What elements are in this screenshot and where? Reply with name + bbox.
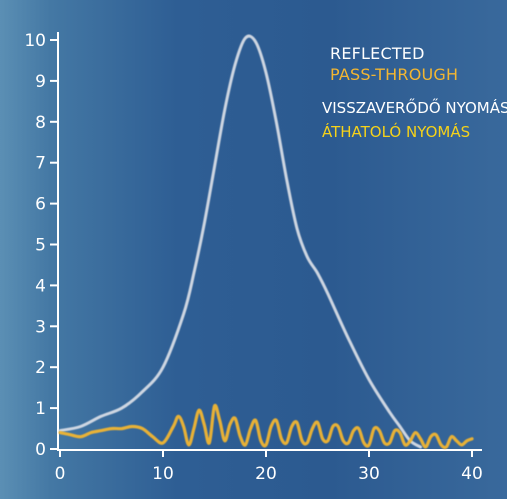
legend-reflected-en: REFLECTED — [330, 44, 425, 63]
y-tick-label: 0 — [35, 440, 46, 460]
y-tick-label: 8 — [35, 113, 46, 133]
legend-reflected-hu: VISSZAVERŐDŐ NYOMÁS — [322, 99, 507, 117]
y-tick-label: 9 — [35, 72, 46, 92]
y-tick-label: 5 — [35, 236, 46, 256]
legend-pass-through-hu: ÁTHATOLÓ NYOMÁS — [322, 123, 471, 141]
y-tick-label: 1 — [35, 399, 46, 419]
series-reflected-line — [58, 34, 422, 449]
x-tick-label: 0 — [55, 464, 66, 484]
x-tick-label: 40 — [461, 464, 483, 484]
y-tick-label: 10 — [24, 31, 46, 51]
x-tick-label: 10 — [152, 464, 174, 484]
y-tick-label: 7 — [35, 154, 46, 174]
x-tick-label: 30 — [358, 464, 380, 484]
y-tick-label: 6 — [35, 195, 46, 215]
series-pass-through-line — [58, 403, 474, 450]
y-tick-label: 4 — [35, 276, 46, 296]
x-tick-label: 20 — [255, 464, 277, 484]
y-tick-label: 2 — [35, 358, 46, 378]
y-tick-label: 3 — [35, 317, 46, 337]
legend-pass-through-en: PASS-THROUGH — [330, 65, 459, 84]
